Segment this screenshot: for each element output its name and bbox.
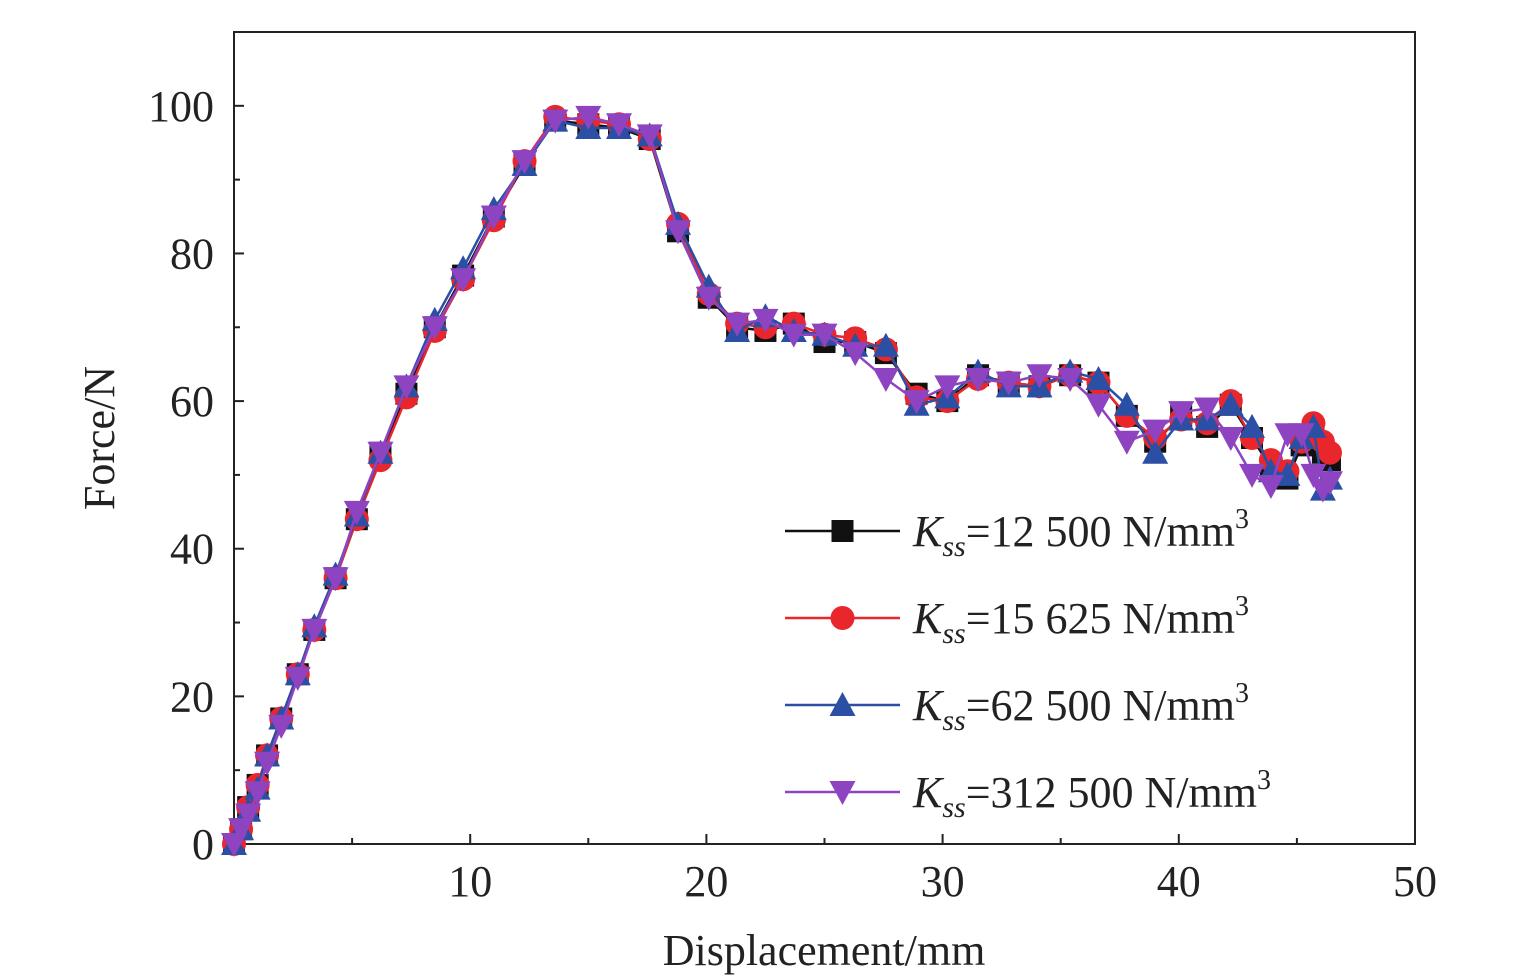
data-point — [1217, 391, 1244, 416]
data-point — [1168, 401, 1195, 426]
data-point — [724, 312, 751, 337]
legend-label: Kss=62 500 N/mm3 — [912, 678, 1249, 737]
data-point — [1142, 419, 1169, 444]
y-tick-label: 20 — [170, 672, 214, 721]
data-point — [343, 500, 370, 525]
data-point — [450, 268, 477, 293]
series-line — [232, 119, 1332, 845]
data-point — [1142, 439, 1169, 464]
legend: Kss=12 500 N/mm3 Kss=15 625 N/mm3 Kss=62 5… — [785, 504, 1271, 824]
x-tick-label: 20 — [684, 857, 728, 906]
data-point — [1316, 471, 1343, 496]
data-point — [872, 332, 899, 357]
data-point — [1300, 463, 1327, 488]
legend-item: Kss=312 500 N/mm3 — [785, 765, 1271, 824]
data-point — [1026, 364, 1053, 389]
data-point — [367, 441, 394, 466]
legend-marker — [829, 692, 856, 716]
data-point — [575, 105, 602, 130]
legend-item: Kss=62 500 N/mm3 — [785, 678, 1249, 737]
data-point — [872, 367, 899, 392]
data-point — [268, 714, 295, 739]
data-point — [244, 781, 271, 806]
data-point — [480, 205, 507, 230]
data-point — [421, 316, 448, 341]
y-tick-label: 80 — [170, 229, 214, 278]
data-point — [1239, 463, 1266, 488]
x-axis-label: Displacement/mm — [663, 926, 986, 975]
legend-item: Kss=15 625 N/mm3 — [785, 591, 1249, 650]
data-point — [542, 109, 569, 134]
x-tick-label: 30 — [921, 857, 965, 906]
data-point — [1257, 474, 1284, 499]
data-point — [1217, 427, 1244, 451]
data-point — [1194, 397, 1221, 422]
x-tick-label: 40 — [1157, 857, 1201, 906]
data-point — [393, 375, 420, 400]
data-point — [1085, 365, 1112, 390]
series-2 — [222, 104, 1342, 856]
data-point — [1113, 430, 1140, 455]
data-point — [511, 150, 538, 175]
y-tick-label: 0 — [192, 820, 214, 869]
data-point — [322, 567, 349, 592]
data-point — [1085, 393, 1112, 418]
legend-label: Kss=312 500 N/mm3 — [912, 765, 1271, 824]
data-point — [301, 618, 328, 643]
y-axis-label: Force/N — [75, 366, 124, 510]
data-point — [284, 666, 311, 691]
legend-marker — [831, 520, 854, 542]
data-point — [1317, 440, 1342, 465]
data-point — [1288, 423, 1315, 448]
series-layer — [221, 104, 1343, 857]
data-point — [665, 220, 692, 245]
y-tick-label: 100 — [148, 82, 214, 131]
data-point — [1239, 413, 1266, 438]
y-tick-label: 60 — [170, 377, 214, 426]
y-axis-ticks: 0 20 40 60 80 100 — [148, 82, 244, 869]
data-point — [254, 751, 281, 776]
data-point — [934, 375, 961, 400]
data-point — [636, 124, 663, 149]
legend-label: Kss=12 500 N/mm3 — [912, 504, 1249, 563]
x-tick-label: 50 — [1393, 857, 1437, 906]
series-3 — [221, 107, 1343, 855]
x-tick-label: 10 — [448, 857, 492, 906]
y-tick-label: 40 — [170, 525, 214, 574]
data-point — [811, 323, 838, 348]
data-point — [842, 342, 869, 367]
legend-marker — [830, 606, 855, 630]
data-point — [780, 323, 807, 348]
data-point — [965, 367, 992, 392]
data-point — [1057, 367, 1084, 392]
data-point — [235, 803, 262, 828]
data-point — [995, 371, 1022, 396]
series-4 — [221, 105, 1343, 857]
data-point — [903, 390, 930, 415]
series-1 — [223, 109, 1341, 855]
data-point — [1113, 391, 1140, 416]
series-line — [232, 115, 1332, 845]
plot-frame — [233, 31, 1416, 845]
data-point — [752, 308, 779, 333]
legend-marker — [829, 781, 856, 805]
x-axis-ticks: 10 20 30 40 50 — [351, 834, 1437, 906]
legend-label: Kss=15 625 N/mm3 — [912, 591, 1249, 650]
series-line — [232, 115, 1331, 845]
series-line — [232, 119, 1331, 845]
legend-item: Kss=12 500 N/mm3 — [785, 504, 1249, 563]
data-point — [606, 113, 633, 138]
data-point — [695, 286, 722, 311]
